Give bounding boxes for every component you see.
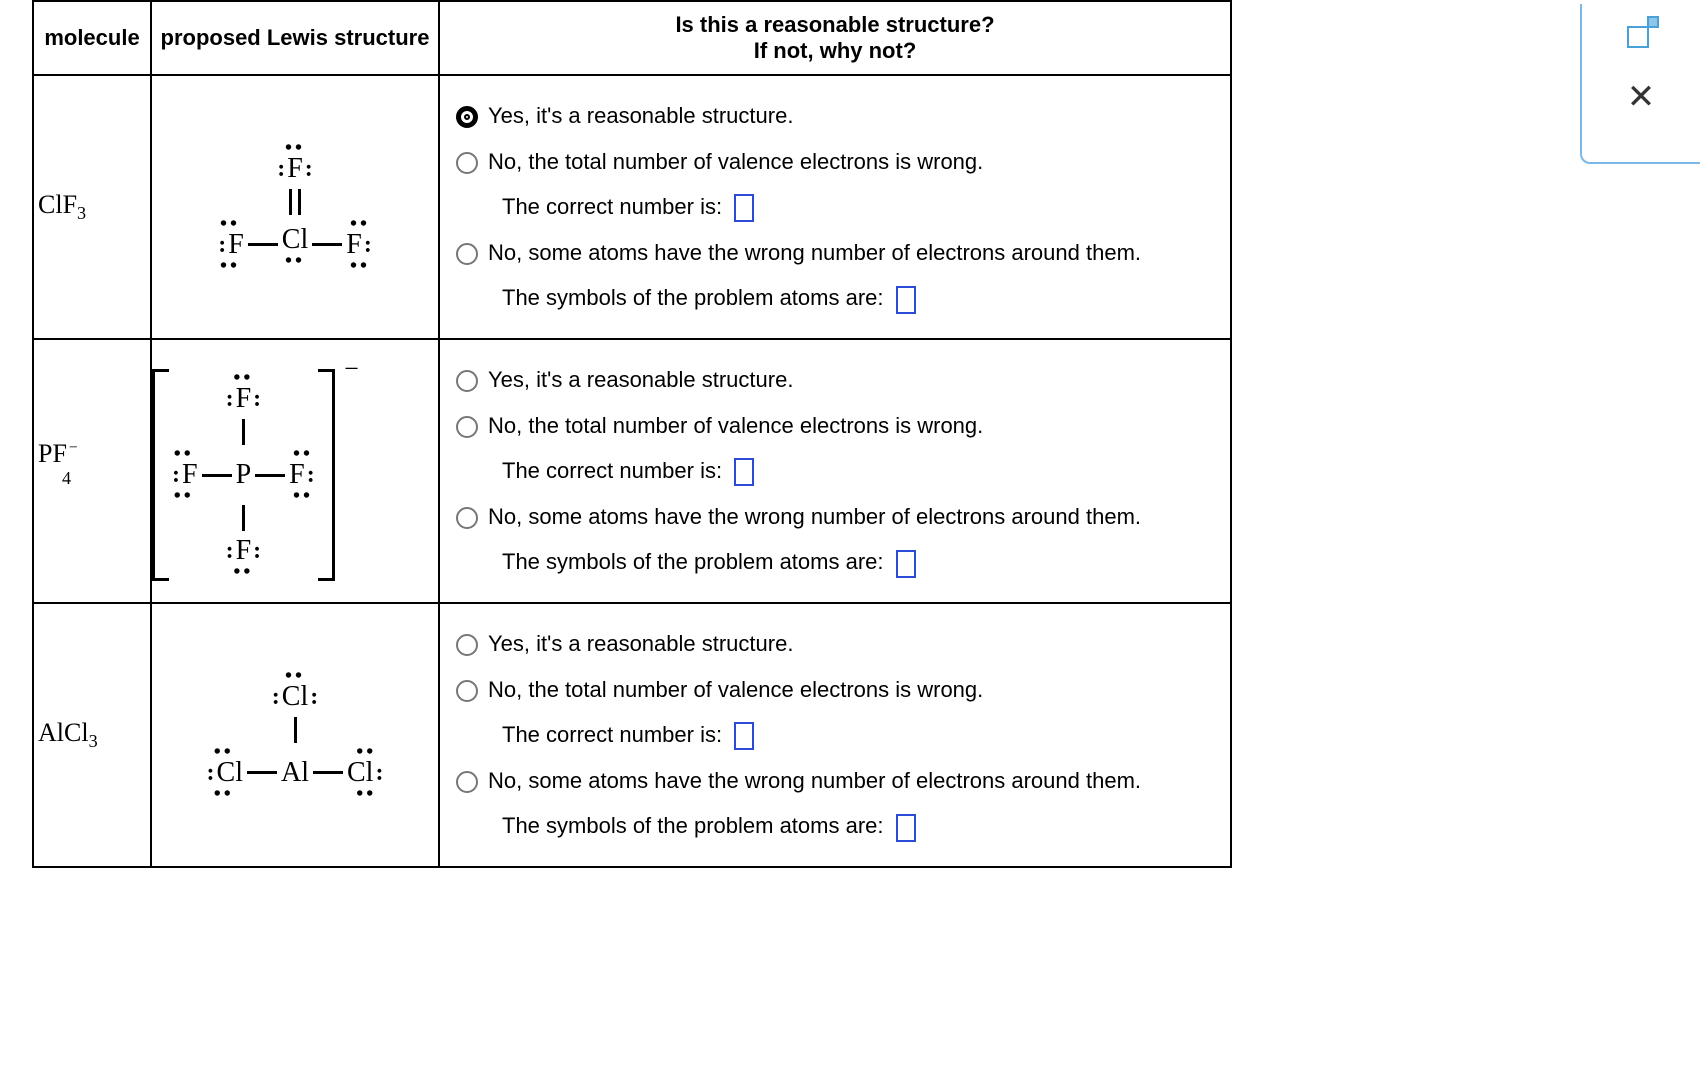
answer-no-valence-label: No, the total number of valence electron… [488,677,983,702]
single-bond [312,243,342,246]
table-row: PF−4 − •• :F: •• [33,339,1231,603]
popout-icon[interactable] [1623,16,1659,52]
radio-no-atoms[interactable] [456,507,478,529]
formula-sub: 4 [62,468,71,488]
problem-atoms-input[interactable] [896,814,916,842]
single-bond [202,474,232,477]
radio-yes[interactable] [456,106,478,128]
tool-sidebar: ✕ [1580,4,1700,164]
answer-no-atoms-label: No, some atoms have the wrong number of … [488,768,1141,793]
single-bond [248,243,278,246]
single-bond [294,717,297,743]
header-question: Is this a reasonable structure? If not, … [439,1,1231,75]
close-icon[interactable]: ✕ [1582,80,1700,114]
radio-no-valence[interactable] [456,680,478,702]
lewis-structure-alcl3: •• :Cl: •• :Cl •• Al • [151,603,439,867]
problem-atoms-input[interactable] [896,550,916,578]
lewis-structure-pf4: − •• :F: •• :F [151,339,439,603]
single-bond [247,771,277,774]
header-question-line1: Is this a reasonable structure? [446,12,1224,38]
single-bond [242,505,245,531]
radio-no-atoms[interactable] [456,771,478,793]
problem-atoms-label: The symbols of the problem atoms are: [502,285,884,310]
atom-cl: Cl [282,681,308,713]
answer-no-valence-label: No, the total number of valence electron… [488,413,983,438]
formula-sub: 3 [77,203,86,223]
single-bond [255,474,285,477]
lewis-structure-table: molecule proposed Lewis structure Is thi… [32,0,1232,868]
header-structure: proposed Lewis structure [151,1,439,75]
atom-al: Al [281,755,309,791]
molecule-formula: ClF3 [33,75,151,339]
correct-number-label: The correct number is: [502,194,722,219]
formula-main: PF [38,439,67,468]
radio-yes[interactable] [456,370,478,392]
molecule-formula: AlCl3 [33,603,151,867]
double-bond [289,189,301,215]
answer-yes-label: Yes, it's a reasonable structure. [488,103,793,128]
molecule-formula: PF−4 [33,339,151,603]
formula-main: AlCl [38,718,89,747]
answer-cell: Yes, it's a reasonable structure. No, th… [439,603,1231,867]
table-row: ClF3 •• : F : • [33,75,1231,339]
formula-sub: 3 [89,731,98,751]
table-row: AlCl3 •• :Cl: •• :Cl •• [33,603,1231,867]
atom-f: F [287,153,303,185]
header-molecule: molecule [33,1,151,75]
formula-main: ClF [38,190,77,219]
answer-cell: Yes, it's a reasonable structure. No, th… [439,75,1231,339]
answer-no-valence-label: No, the total number of valence electron… [488,149,983,174]
answer-no-atoms-label: No, some atoms have the wrong number of … [488,504,1141,529]
answer-yes-label: Yes, it's a reasonable structure. [488,367,793,392]
answer-cell: Yes, it's a reasonable structure. No, th… [439,339,1231,603]
atom-p: P [236,457,252,493]
ion-charge: − [344,354,359,384]
radio-yes[interactable] [456,634,478,656]
answer-no-atoms-label: No, some atoms have the wrong number of … [488,240,1141,265]
radio-no-valence[interactable] [456,416,478,438]
radio-no-valence[interactable] [456,152,478,174]
correct-number-label: The correct number is: [502,722,722,747]
correct-number-label: The correct number is: [502,458,722,483]
problem-atoms-label: The symbols of the problem atoms are: [502,549,884,574]
correct-number-input[interactable] [734,722,754,750]
problem-atoms-input[interactable] [896,286,916,314]
atom-f: F [236,383,252,415]
single-bond [242,419,245,445]
single-bond [313,771,343,774]
correct-number-input[interactable] [734,458,754,486]
lewis-structure-clf3: •• : F : •• :F •• [151,75,439,339]
correct-number-input[interactable] [734,194,754,222]
problem-atoms-label: The symbols of the problem atoms are: [502,813,884,838]
radio-no-atoms[interactable] [456,243,478,265]
header-question-line2: If not, why not? [446,38,1224,64]
answer-yes-label: Yes, it's a reasonable structure. [488,631,793,656]
